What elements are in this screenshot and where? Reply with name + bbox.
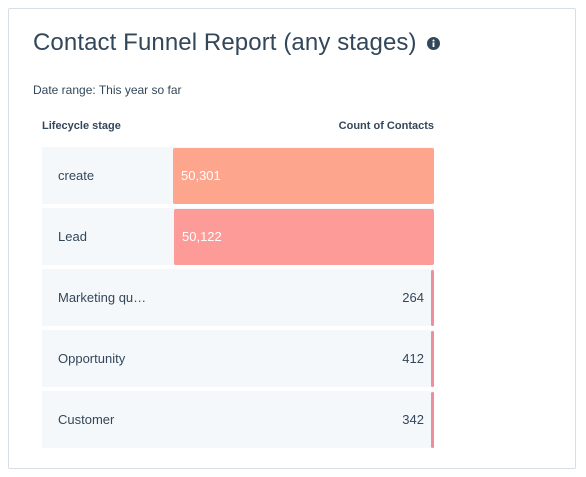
funnel-row[interactable]: Customer 342 xyxy=(42,391,434,448)
title-row: Contact Funnel Report (any stages) xyxy=(33,29,440,57)
stage-label: create xyxy=(58,168,95,183)
funnel-row[interactable]: Lead 50,122 xyxy=(42,208,434,265)
bar-value-label: 50,122 xyxy=(182,229,222,244)
date-range: Date range: This year so far xyxy=(33,83,182,97)
funnel-bar[interactable] xyxy=(173,148,434,204)
report-card: Contact Funnel Report (any stages) Date … xyxy=(8,8,576,469)
info-icon[interactable] xyxy=(426,36,440,50)
column-header-count: Count of Contacts xyxy=(338,120,434,132)
funnel-bar[interactable] xyxy=(431,392,434,448)
funnel-row[interactable]: Opportunity 412 xyxy=(42,330,434,387)
funnel-bar[interactable] xyxy=(431,270,434,326)
funnel-row[interactable]: create 50,301 xyxy=(42,147,434,204)
stage-label: Lead xyxy=(58,229,87,244)
column-header-stage: Lifecycle stage xyxy=(42,120,121,132)
bar-value-label: 342 xyxy=(402,412,424,427)
report-title: Contact Funnel Report (any stages) xyxy=(33,29,417,56)
funnel-row[interactable]: Marketing qu… 264 xyxy=(42,269,434,326)
funnel-bar[interactable] xyxy=(174,209,434,265)
bar-value-label: 50,301 xyxy=(181,168,221,183)
stage-label: Customer xyxy=(58,412,115,427)
stage-label: Opportunity xyxy=(58,351,126,366)
bar-value-label: 412 xyxy=(402,351,424,366)
funnel-bar[interactable] xyxy=(431,331,434,387)
bar-value-label: 264 xyxy=(402,290,424,305)
stage-label: Marketing qu… xyxy=(58,290,147,305)
